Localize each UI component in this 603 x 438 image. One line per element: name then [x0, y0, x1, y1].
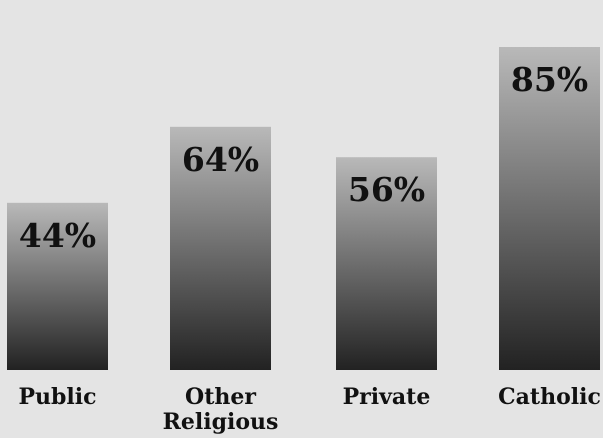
value-labels-group: 44% 64% 56% 85% — [19, 60, 588, 255]
category-label-line: Public — [18, 384, 96, 410]
category-label-line: Religious — [163, 409, 279, 435]
category-label-line: Other — [185, 384, 256, 410]
category-label: Public — [18, 384, 96, 410]
value-label: 64% — [182, 140, 259, 179]
bar-public — [7, 202, 108, 370]
value-label: 44% — [19, 216, 96, 255]
category-label: Other Religious — [163, 384, 279, 435]
bar-catholic — [499, 47, 600, 370]
bars-group — [7, 47, 600, 370]
category-label-line: Catholic — [498, 384, 601, 410]
category-label: Private — [343, 384, 431, 410]
value-label: 56% — [348, 170, 425, 209]
bar-private — [336, 157, 437, 370]
category-labels-group: Public Other Religious Private Catholic — [18, 384, 600, 435]
category-label: Catholic — [498, 384, 601, 410]
category-label-line: Private — [343, 384, 431, 410]
bar-other-religious — [170, 126, 271, 370]
value-label: 85% — [511, 60, 588, 99]
